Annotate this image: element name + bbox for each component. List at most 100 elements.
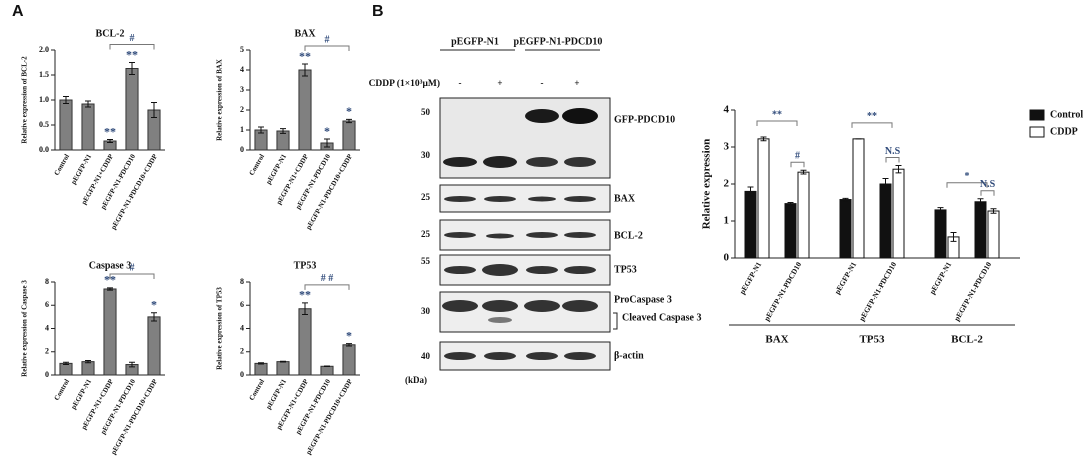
bar [757,138,770,259]
bar [59,99,73,151]
y-tick-label: 0 [240,145,244,154]
band-label: BCL-2 [614,230,643,241]
chart-title: Caspase 3 [89,260,132,271]
x-tick-label: pEGFP-N1-PDCD10 [857,260,898,322]
marker-label: 50 [421,107,431,117]
group-label: TP53 [859,334,885,346]
y-tick-label: 1 [724,215,730,227]
marker-label: 25 [421,192,431,202]
y-tick-label: 0 [45,370,49,379]
chart-title: BCL-2 [96,28,125,39]
legend-swatch [1029,126,1045,138]
y-tick-label: 4 [724,104,730,116]
bar [254,362,268,376]
error-bar [346,343,352,347]
legend-swatch [1029,109,1045,121]
annotation: # [325,34,330,45]
y-tick-label: 6 [240,300,244,309]
x-tick-label: pEGFP-N1 [264,152,288,185]
error-bar [129,62,135,75]
y-tick-label: 0.5 [39,120,49,129]
y-tick-label: 3 [240,85,244,94]
y-tick-label: 1.5 [39,70,49,79]
y-tick-label: 4 [240,65,244,74]
y-axis-label: Relative expression of Caspase 3 [21,280,29,377]
bracket [851,122,893,128]
bracket [885,157,900,163]
chart-title: BAX [294,28,316,39]
y-tick-label: 4 [45,323,49,332]
annotation: ** [299,49,311,63]
error-bar [346,118,352,124]
bar [744,190,757,259]
band [483,156,517,168]
error-bar [937,207,944,213]
band-label: GFP-PDCD10 [614,114,675,125]
y-tick-label: 1.0 [39,95,49,104]
error-bar [324,138,330,148]
x-tick-label: Control [248,378,267,402]
error-bar [895,165,902,174]
annotation: # [130,33,135,44]
annotation: * [965,171,970,182]
annotation: ** [104,273,116,287]
group-label: pEGFP-N1-PDCD10 [514,36,603,47]
bracket [756,120,798,127]
bar [839,199,852,259]
chart-title: TP53 [294,260,317,271]
y-tick-label: 2 [45,347,49,356]
annotation: ** [772,109,782,120]
annotation: N.S [980,179,996,190]
bar [59,362,73,376]
bar [974,201,987,259]
bar [81,361,95,376]
error-bar [842,197,849,202]
error-bar [258,126,264,134]
band-label: β-actin [614,350,644,361]
bracket [304,284,350,290]
error-bar [63,361,69,366]
y-tick-label: 8 [45,277,49,286]
band [525,109,559,123]
bar [320,365,334,376]
error-bar [151,312,157,322]
bar [147,316,161,376]
annotation: * [346,328,352,342]
y-axis-label: Relative expression [701,139,713,230]
bracket [613,312,618,330]
y-axis-label: Relative expression of BCL-2 [21,56,29,144]
panel-label: B [372,3,384,20]
annotation: * [346,104,352,118]
blot-box [439,291,611,333]
band-label: BAX [614,193,636,204]
error-bar [977,198,984,206]
marker-label: 55 [421,256,431,266]
error-bar [760,136,767,142]
y-axis-label: Relative expression of BAX [216,59,224,141]
bar [103,288,117,376]
y-tick-label: 0 [240,370,244,379]
x-tick-label: Control [248,153,267,177]
group-label: BCL-2 [951,334,983,346]
annotation: ** [126,47,138,61]
bracket [946,182,988,188]
annotation: # # [321,273,334,284]
y-tick-label: 2 [240,105,244,114]
error-bar [85,100,91,108]
x-tick-label: Control [53,378,72,402]
bracket [109,44,155,50]
band [564,157,596,167]
y-axis-label: Relative expression of TP53 [216,287,224,370]
band [443,157,477,167]
bar [81,103,95,151]
unit-label: (kDa) [405,375,427,385]
group-label: pEGFP-N1 [451,36,499,47]
error-bar [107,287,113,291]
marker-label: 30 [421,150,431,160]
error-bar [280,360,286,363]
bar [298,69,312,151]
group-label: BAX [765,334,788,346]
marker-label: 25 [421,229,431,239]
error-bar [882,177,889,191]
error-bar [85,359,91,364]
